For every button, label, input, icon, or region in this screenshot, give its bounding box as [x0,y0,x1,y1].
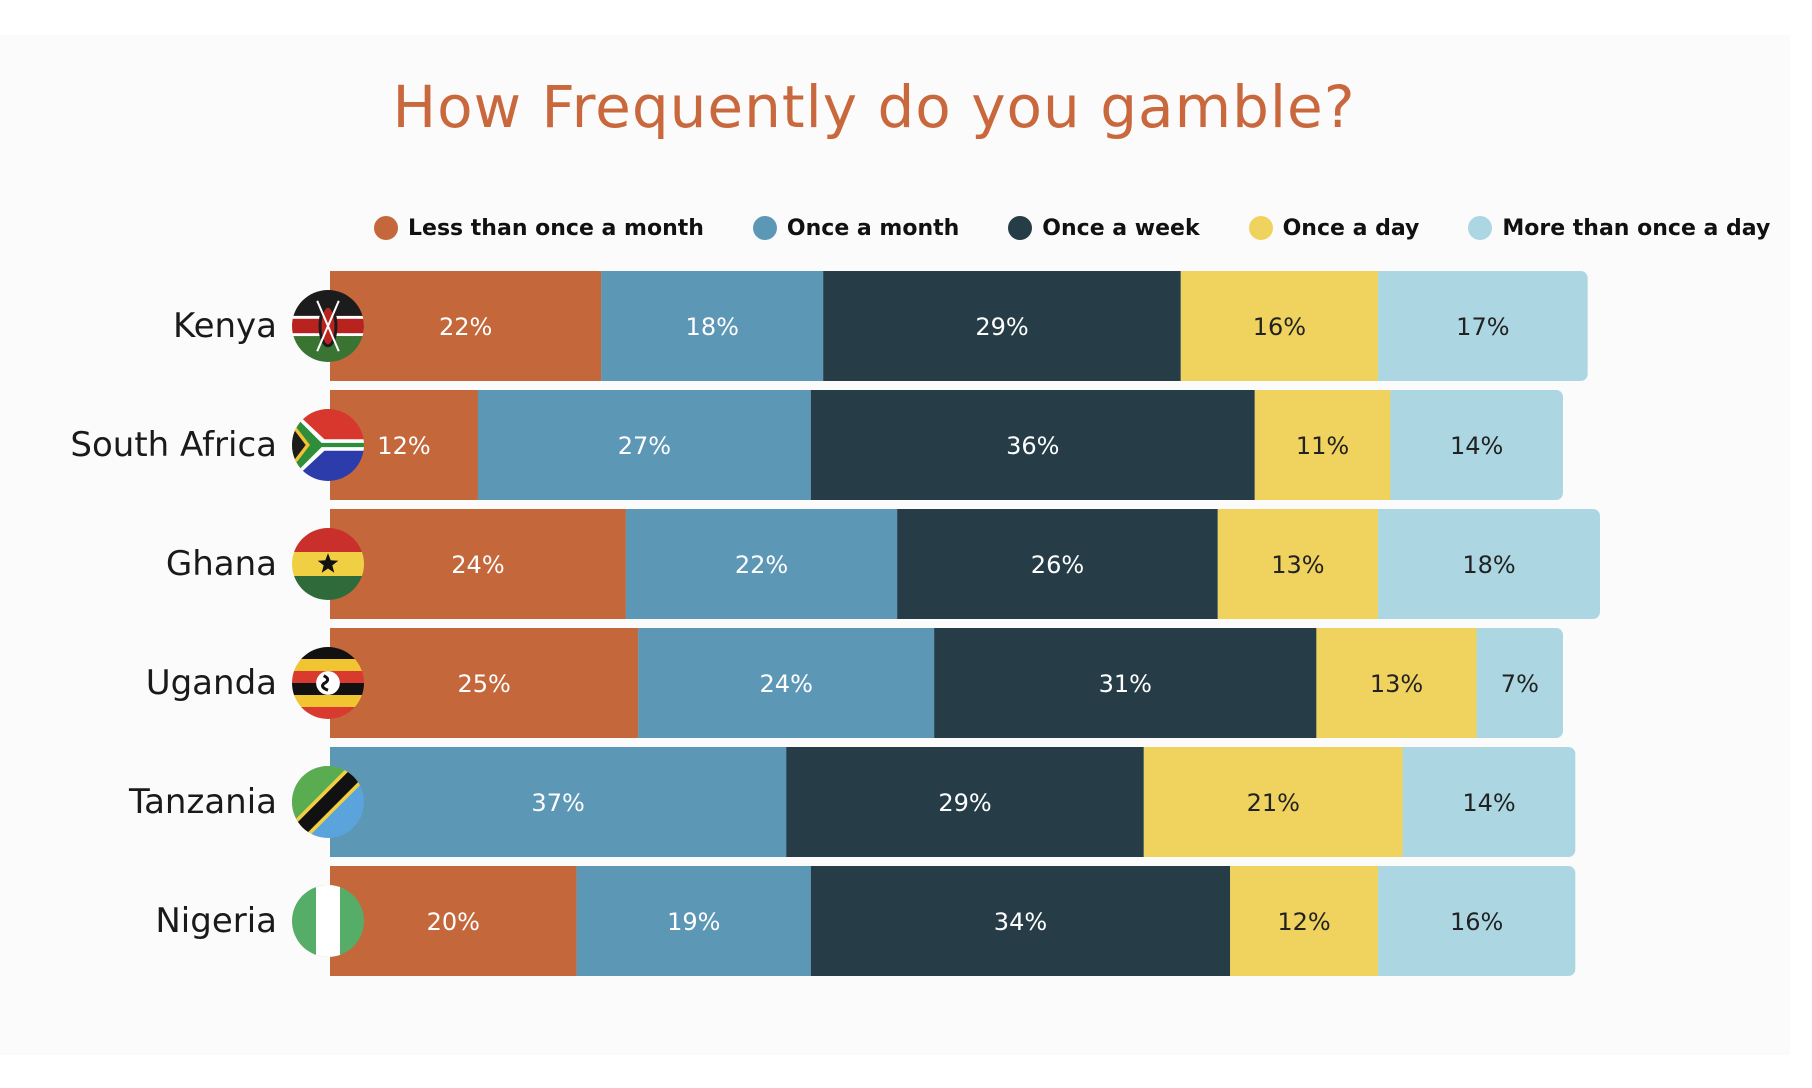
data-label: 22% [439,313,492,341]
legend-item-once-a-month: Once a month [752,215,960,241]
country-label: Tanzania [128,782,277,822]
data-label: 20% [427,908,480,936]
bar-segment-once-a-month [601,271,824,381]
bar-segment-once-a-day [1143,747,1403,857]
legend-swatch [1008,216,1033,240]
legend-swatch [1468,216,1493,240]
data-label: 18% [1462,551,1515,579]
bar-segment-once-a-week [786,747,1144,857]
bar-segment-less-than-once-a-month [330,628,639,738]
legend-swatch [374,216,398,240]
bar-segment-once-a-day [1316,628,1477,738]
bar-segment-more-than-once-a-day [1378,509,1592,619]
legend-swatch [1248,216,1273,240]
bar-segment-once-a-day [1230,866,1379,976]
bar-row-south-africa: 12% 27% 36% 11% 14% South Africa [70,390,1563,500]
legend-swatch [752,216,777,240]
data-label: 18% [686,313,739,341]
data-label: 21% [1247,789,1300,817]
legend-label: More than once a day [1502,215,1771,241]
bar-row-uganda: 25% 24% 31% 13% 7% Uganda [146,628,1563,738]
data-label: 29% [975,313,1028,341]
bar-segment-more-than-once-a-day [1390,390,1555,500]
country-label: South Africa [70,425,277,465]
bar-segment-more-than-once-a-day [1476,628,1555,738]
data-label: 36% [1006,432,1059,460]
bar-segment-once-a-week [823,271,1181,381]
bar-row-ghana: 24% 22% 26% 13% 18% Ghana [166,509,1600,619]
data-label: 24% [760,670,813,698]
bar-segment-more-than-once-a-day [1378,866,1568,976]
bar-segment-once-a-week [810,866,1231,976]
data-label: 7% [1501,670,1539,698]
bar-segment-less-than-once-a-month [330,866,577,976]
data-label: 12% [1277,908,1330,936]
legend-item-once-a-day: Once a day [1248,215,1420,241]
data-label: 14% [1462,789,1515,817]
bar-segment-once-a-month [638,628,935,738]
data-label: 27% [618,432,671,460]
data-label: 13% [1271,551,1324,579]
bar-segment-once-a-month [625,509,898,619]
data-label: 19% [667,908,720,936]
data-label: 25% [457,670,510,698]
country-label: Kenya [173,306,277,346]
data-label: 12% [377,432,430,460]
legend-label: Once a month [786,215,960,241]
bar-row-tanzania: 37% 29% 21% 14% Tanzania [128,747,1576,857]
bar-segment-once-a-day [1217,509,1379,619]
data-label: 37% [531,789,584,817]
bar-segment-once-a-week [897,509,1218,619]
legend-label: Less than once a month [408,215,704,241]
data-label: 13% [1370,670,1423,698]
bar-segment-more-than-once-a-day [1378,271,1580,381]
ghana-flag-icon [292,528,364,600]
bar-segment-more-than-once-a-day [1402,747,1568,857]
bar-segment-once-a-month [330,747,787,857]
bar-segment-once-a-day [1254,390,1391,500]
country-label: Uganda [146,663,277,703]
bar-segment-once-a-month [576,866,811,976]
south-africa-flag-icon [292,409,364,481]
data-label: 29% [938,789,991,817]
chart-title: How Frequently do you gamble? [392,73,1356,141]
data-label: 24% [451,551,504,579]
data-label: 26% [1031,551,1084,579]
bar-segment-once-a-day [1180,271,1379,381]
bar-row-kenya: 22% 18% 29% 16% 17% Kenya [173,271,1588,381]
bar-segment-once-a-month [477,390,811,500]
bar-segment-less-than-once-a-month [330,271,602,381]
bar-segment-less-than-once-a-month [330,509,626,619]
data-label: 31% [1099,670,1152,698]
bar-row-nigeria: 20% 19% 34% 12% 16% Nigeria [155,866,1576,976]
legend-item-once-a-week: Once a week [1008,215,1200,241]
chart-legend: Less than once a month Once a month Once a… [374,210,1770,246]
legend-label: Once a day [1282,215,1420,241]
bar-segment-once-a-week [810,390,1255,500]
country-label: Ghana [166,544,277,584]
data-label: 11% [1296,432,1349,460]
data-label: 34% [994,908,1047,936]
data-label: 16% [1450,908,1503,936]
uganda-flag-icon [292,647,364,719]
data-label: 14% [1450,432,1503,460]
data-label: 22% [735,551,788,579]
country-label: Nigeria [155,901,277,941]
bar-segment-once-a-week [934,628,1317,738]
kenya-flag-icon [292,290,364,362]
nigeria-flag-icon [292,885,364,957]
legend-item-more-than-once-a-day: More than once a day [1468,216,1770,241]
legend-item-less-than-once-a-month: Less than once a month [374,216,704,241]
data-label: 17% [1456,313,1509,341]
legend-label: Once a week [1042,215,1200,241]
data-label: 16% [1253,313,1306,341]
